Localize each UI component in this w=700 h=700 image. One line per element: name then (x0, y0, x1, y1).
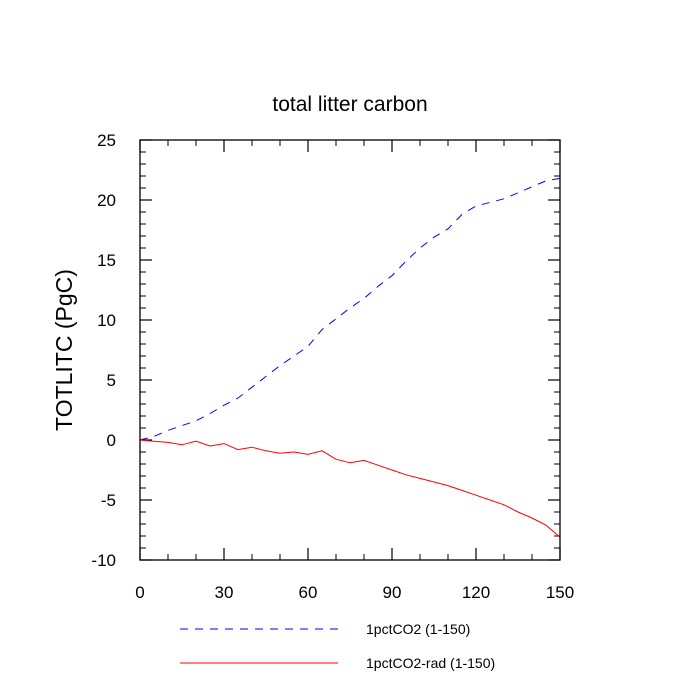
y-tick-label: 25 (97, 131, 116, 150)
y-tick-label: 5 (107, 371, 116, 390)
y-axis-label: TOTLITC (PgC) (51, 269, 77, 431)
y-tick-label: -10 (91, 551, 116, 570)
y-tick-label: 15 (97, 251, 116, 270)
x-tick-label: 150 (546, 583, 574, 602)
legend-label-1pctco2-rad: 1pctCO2-rad (1-150) (366, 655, 495, 671)
x-tick-label: 0 (135, 583, 144, 602)
x-tick-label: 30 (215, 583, 234, 602)
series-layer (139, 177, 561, 538)
plot-frame (139, 139, 561, 561)
series-line-1pctco2-rad (139, 439, 561, 538)
legend: 1pctCO2 (1-150) 1pctCO2-rad (1-150) (180, 621, 495, 671)
axis-ticks: 0 30 60 90 120 150 -10 -5 0 5 10 15 20 25 (91, 131, 574, 602)
y-tick-label: -5 (101, 491, 116, 510)
y-tick-label: 20 (97, 191, 116, 210)
y-tick-label: 10 (97, 311, 116, 330)
legend-label-1pctco2: 1pctCO2 (1-150) (366, 621, 470, 637)
x-tick-label: 60 (299, 583, 318, 602)
chart-title: total litter carbon (272, 93, 427, 116)
series-line-1pctco2 (139, 177, 561, 441)
x-tick-label: 120 (462, 583, 490, 602)
x-tick-label: 90 (383, 583, 402, 602)
y-tick-label: 0 (107, 431, 116, 450)
